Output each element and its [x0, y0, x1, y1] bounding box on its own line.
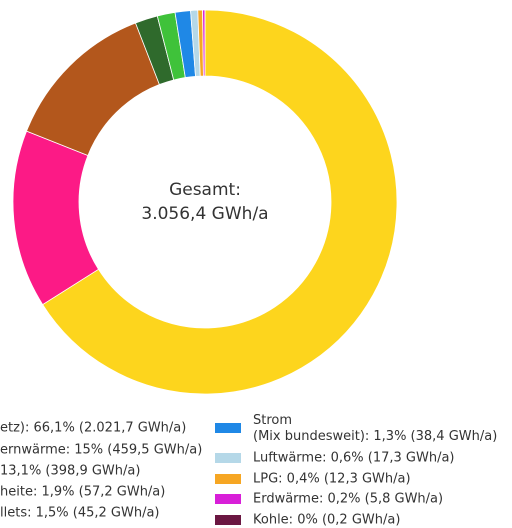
- legend-swatch: [215, 453, 241, 463]
- legend-swatch: [215, 474, 241, 484]
- legend-label: Erdwärme: 0,2% (5,8 GWh/a): [253, 492, 443, 507]
- legend-label: LPG: 0,4% (12,3 GWh/a): [253, 472, 411, 487]
- legend-label: ernwärme: 15% (459,5 GWh/a): [0, 443, 202, 458]
- legend-swatch: [215, 494, 241, 504]
- legend-label: Strom (Mix bundesweit): 1,3% (38,4 GWh/a): [253, 413, 497, 444]
- legend-label: Kohle: 0% (0,2 GWh/a): [253, 513, 400, 528]
- legend-label-line: (Mix bundesweit): 1,3% (38,4 GWh/a): [253, 429, 497, 444]
- legend-label-line: Strom: [253, 413, 292, 428]
- legend-label: etz): 66,1% (2.021,7 GWh/a): [0, 421, 186, 436]
- legend-swatch: [215, 515, 241, 525]
- legend-label: heite: 1,9% (57,2 GWh/a): [0, 485, 165, 500]
- legend-label: llets: 1,5% (45,2 GWh/a): [0, 506, 160, 521]
- donut-slice: [42, 9, 398, 395]
- legend-label: 13,1% (398,9 GWh/a): [0, 464, 140, 479]
- legend-swatch: [215, 423, 241, 433]
- center-value: 3.056,4 GWh/a: [141, 204, 268, 224]
- center-title: Gesamt:: [169, 180, 241, 200]
- donut-slice: [26, 22, 160, 156]
- legend-label: Luftwärme: 0,6% (17,3 GWh/a): [253, 451, 454, 466]
